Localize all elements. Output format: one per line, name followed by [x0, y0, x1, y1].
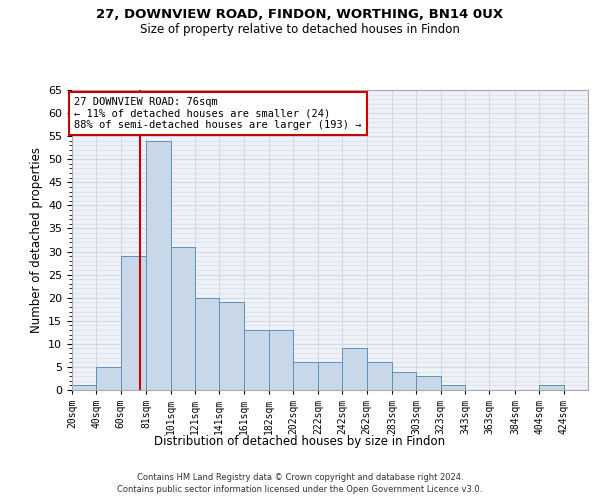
Bar [293, 362, 318, 390]
Bar [195, 298, 219, 390]
Text: Contains HM Land Registry data © Crown copyright and database right 2024.: Contains HM Land Registry data © Crown c… [137, 472, 463, 482]
Bar [170, 247, 195, 390]
Bar [318, 362, 342, 390]
Y-axis label: Number of detached properties: Number of detached properties [29, 147, 43, 333]
Bar [269, 330, 293, 390]
Bar [392, 372, 416, 390]
Bar [97, 367, 121, 390]
Bar [121, 256, 146, 390]
Bar [416, 376, 441, 390]
Bar [146, 141, 170, 390]
Text: Size of property relative to detached houses in Findon: Size of property relative to detached ho… [140, 22, 460, 36]
Text: 27 DOWNVIEW ROAD: 76sqm
← 11% of detached houses are smaller (24)
88% of semi-de: 27 DOWNVIEW ROAD: 76sqm ← 11% of detache… [74, 97, 362, 130]
Bar [367, 362, 392, 390]
Text: 27, DOWNVIEW ROAD, FINDON, WORTHING, BN14 0UX: 27, DOWNVIEW ROAD, FINDON, WORTHING, BN1… [97, 8, 503, 20]
Bar [219, 302, 244, 390]
Bar [441, 386, 465, 390]
Bar [342, 348, 367, 390]
Text: Distribution of detached houses by size in Findon: Distribution of detached houses by size … [154, 435, 446, 448]
Bar [539, 386, 563, 390]
Text: Contains public sector information licensed under the Open Government Licence v3: Contains public sector information licen… [118, 485, 482, 494]
Bar [72, 386, 97, 390]
Bar [244, 330, 269, 390]
